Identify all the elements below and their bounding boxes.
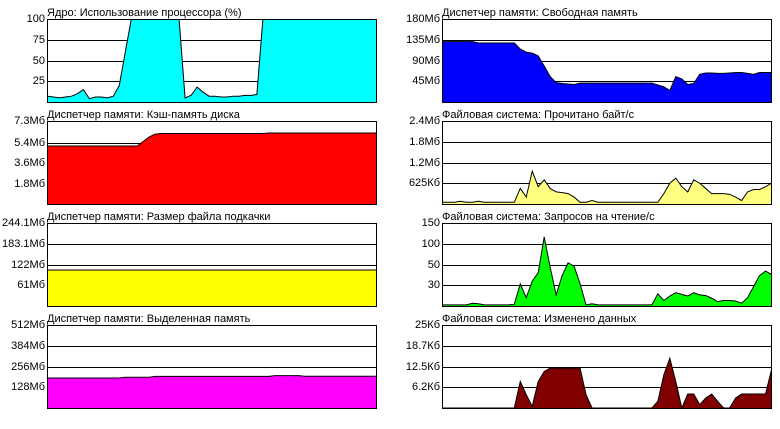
plot-frame	[47, 121, 377, 205]
chart-0-plot	[47, 19, 377, 103]
y-tick-label: 625Кб	[408, 177, 440, 190]
y-tick-label: 100	[421, 237, 440, 250]
y-tick-label: 512Мб	[11, 319, 45, 331]
y-tick-label: 150	[421, 217, 440, 229]
plot-frame	[442, 19, 772, 103]
y-tick-label: 128Мб	[11, 381, 45, 394]
y-tick-label: 50	[427, 258, 440, 271]
y-tick-label: 45Мб	[412, 75, 440, 88]
chart-title: Диспетчер памяти: Выделенная память	[47, 313, 251, 325]
series-area	[442, 171, 772, 205]
y-tick-label: 384Мб	[11, 339, 45, 352]
chart-1-plot	[47, 121, 377, 205]
chart-title: Диспетчер памяти: Кэш-память диска	[47, 109, 240, 121]
y-tick-label: 5.4Мб	[14, 136, 45, 149]
y-tick-label: 244.1Мб	[2, 217, 45, 229]
plot-frame	[47, 223, 377, 307]
chart-2-plot	[47, 223, 377, 307]
series-line	[47, 375, 377, 379]
chart-4-plot	[442, 19, 772, 103]
series-area	[47, 19, 377, 103]
plot-frame	[47, 325, 377, 409]
series-area	[442, 41, 772, 103]
y-tick-label: 183.1Мб	[2, 237, 45, 250]
series-area	[442, 358, 772, 409]
y-tick-label: 2.4Мб	[409, 115, 440, 127]
y-tick-label: 25	[32, 75, 45, 88]
series-line	[442, 169, 772, 203]
y-tick-label: 180Мб	[406, 13, 440, 25]
chart-6-plot	[442, 223, 772, 307]
chart-title: Файловая система: Запросов на чтение/с	[442, 211, 655, 223]
y-tick-label: 6.2Кб	[412, 381, 440, 394]
series-line	[442, 41, 772, 92]
plot-frame	[442, 121, 772, 205]
y-tick-label: 75	[32, 33, 45, 46]
y-tick-label: 1.8Мб	[409, 135, 440, 148]
chart-title: Файловая система: Прочитано байт/с	[442, 109, 635, 121]
plot-frame	[442, 223, 772, 307]
y-tick-label: 122Мб	[11, 258, 45, 271]
y-tick-label: 1.8Мб	[14, 177, 45, 190]
y-tick-label: 100	[26, 13, 45, 25]
series-area	[47, 132, 377, 205]
y-tick-label: 12.5Кб	[405, 360, 440, 373]
y-tick-label: 18.7Кб	[405, 339, 440, 352]
y-tick-label: 7.3Мб	[14, 115, 45, 127]
chart-title: Диспетчер памяти: Размер файла подкачки	[47, 211, 271, 223]
y-tick-label: 3.6Мб	[14, 157, 45, 170]
series-line	[47, 132, 377, 147]
chart-title: Диспетчер памяти: Свободная память	[442, 7, 638, 19]
y-tick-label: 256Мб	[11, 360, 45, 373]
y-tick-label: 25Кб	[415, 319, 440, 331]
chart-3-plot	[47, 325, 377, 409]
chart-title: Файловая система: Изменено данных	[442, 313, 637, 325]
plot-frame	[442, 325, 772, 409]
chart-title: Ядро: Использование процессора (%)	[47, 7, 242, 19]
y-tick-label: 1.2Мб	[409, 156, 440, 169]
y-tick-label: 30	[427, 279, 440, 292]
series-area	[47, 269, 377, 307]
y-tick-label: 135Мб	[406, 33, 440, 46]
series-area	[47, 375, 377, 409]
chart-7-plot	[442, 325, 772, 410]
y-tick-label: 50	[32, 54, 45, 67]
plot-frame	[47, 19, 377, 103]
series-line	[442, 236, 772, 306]
chart-5-plot	[442, 121, 772, 205]
y-tick-label: 61Мб	[17, 279, 45, 292]
y-tick-label: 90Мб	[412, 54, 440, 67]
